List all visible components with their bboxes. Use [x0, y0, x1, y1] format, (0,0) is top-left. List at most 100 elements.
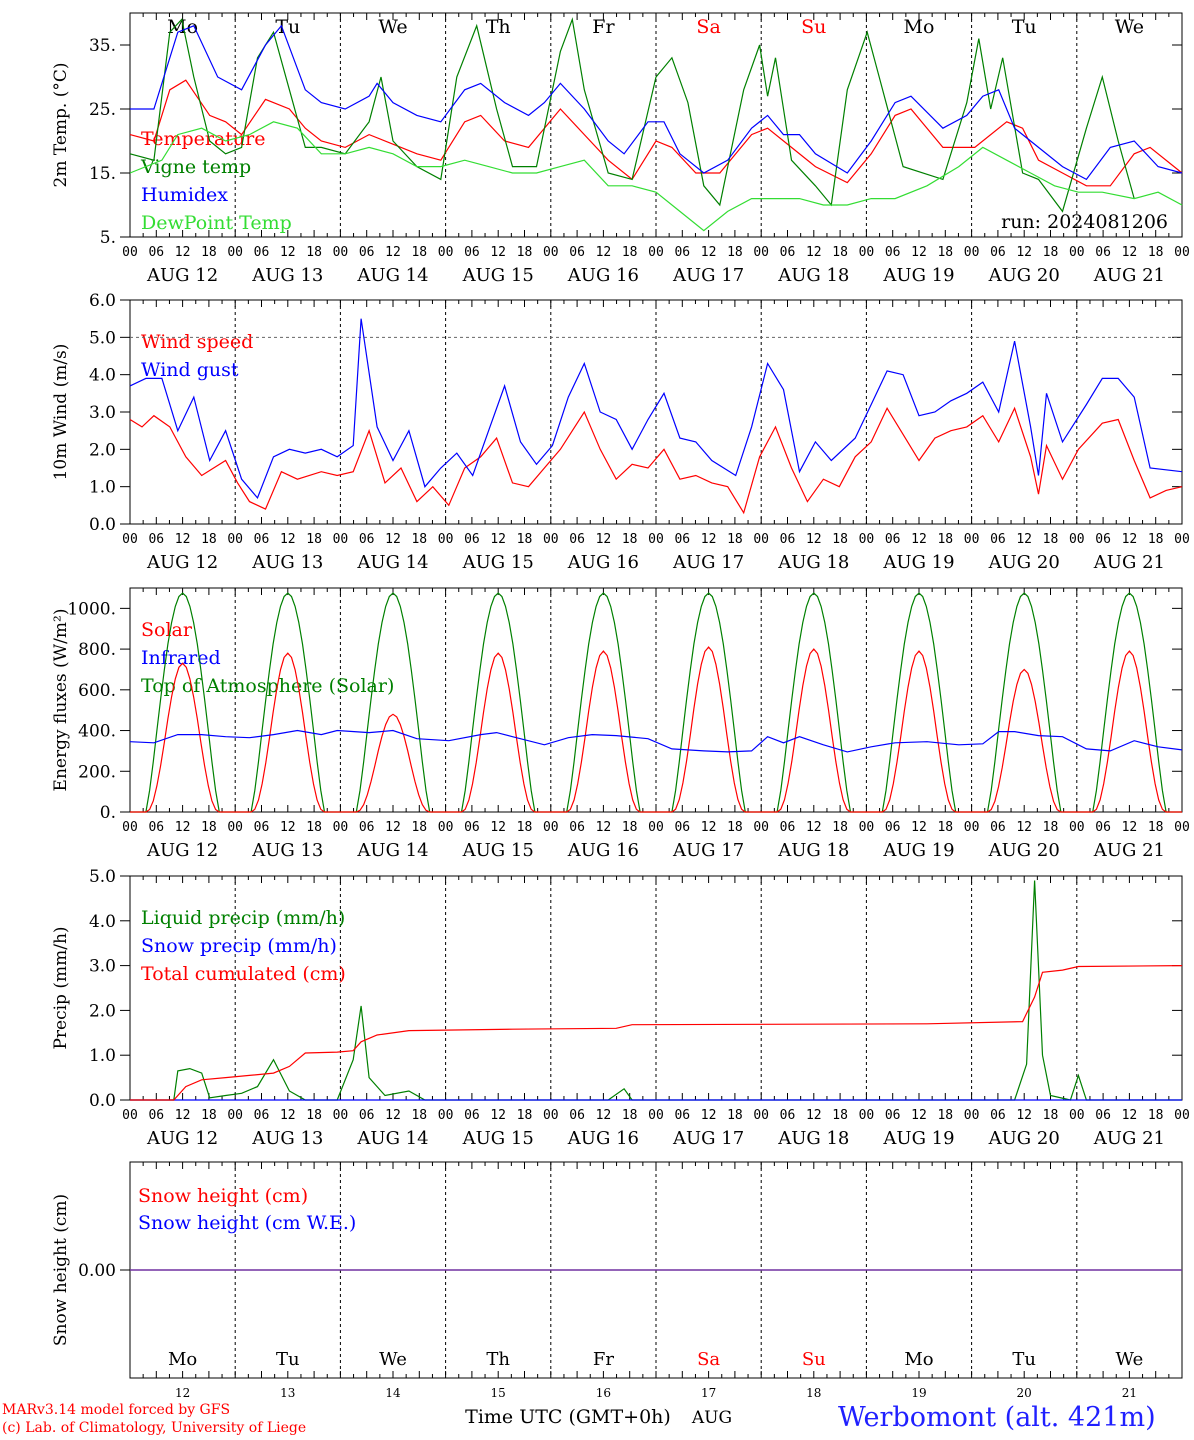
model-credit: MARv3.14 model forced by GFS	[2, 1402, 231, 1418]
hour-label: 00	[333, 820, 349, 835]
legend-entry: Humidex	[141, 184, 228, 206]
panel-3	[120, 587, 1183, 813]
hour-label: 00	[438, 532, 454, 547]
hour-label: 00	[1174, 1108, 1190, 1123]
hour-label: 06	[1095, 245, 1111, 260]
hour-label: 00	[227, 820, 243, 835]
day-number: 14	[385, 1386, 401, 1400]
hour-label: 00	[122, 1108, 138, 1123]
hour-label: 06	[1095, 532, 1111, 547]
hour-label: 18	[411, 245, 427, 260]
day-number: 16	[596, 1386, 611, 1400]
hour-label: 18	[937, 1108, 953, 1123]
date-label: AUG 13	[251, 265, 323, 286]
date-label: AUG 19	[882, 552, 954, 573]
hour-label: 00	[1069, 820, 1085, 835]
date-label: AUG 15	[462, 552, 534, 573]
weekday-label: Fr	[593, 1349, 614, 1370]
hour-label: 00	[1174, 245, 1190, 260]
weekday-label: Tu	[1012, 1349, 1036, 1370]
hour-label: 12	[596, 820, 612, 835]
series-line-wind-speed	[129, 406, 1183, 515]
date-label: AUG 12	[146, 265, 218, 286]
hour-label: 18	[517, 532, 533, 547]
weekday-label: Su	[802, 1349, 826, 1370]
date-label: AUG 15	[462, 265, 534, 286]
hour-label: 06	[885, 820, 901, 835]
hour-label: 00	[964, 1108, 980, 1123]
date-label: AUG 14	[356, 840, 428, 861]
hour-label: 06	[148, 245, 164, 260]
hour-label: 00	[543, 245, 559, 260]
hour-label: 06	[359, 820, 375, 835]
hour-label: 12	[806, 1108, 822, 1123]
hour-label: 06	[464, 532, 480, 547]
day-number: 15	[491, 1386, 506, 1400]
date-label: AUG 20	[988, 840, 1060, 861]
hour-label: 00	[964, 245, 980, 260]
weekday-label: Tu	[1012, 16, 1037, 38]
y-axis-label: Snow height (cm)	[51, 1194, 71, 1346]
hour-label: 06	[569, 532, 585, 547]
legend-entry: Snow height (cm W.E.)	[138, 1212, 356, 1234]
hour-label: 00	[859, 245, 875, 260]
day-number: 20	[1017, 1386, 1032, 1400]
date-label: AUG 18	[777, 265, 849, 286]
weekday-label: Th	[486, 1349, 510, 1370]
hour-label: 06	[780, 820, 796, 835]
day-number: 13	[280, 1386, 295, 1400]
hour-label: 12	[175, 1108, 191, 1123]
hour-label: 00	[753, 820, 769, 835]
hour-label: 06	[885, 532, 901, 547]
hour-label: 00	[122, 245, 138, 260]
hour-label: 00	[1174, 820, 1190, 835]
hour-label: 18	[832, 820, 848, 835]
date-label: AUG 14	[356, 552, 428, 573]
hour-label: 00	[227, 1108, 243, 1123]
hour-label: 06	[885, 1108, 901, 1123]
weekday-label: Th	[486, 16, 511, 38]
date-label: AUG 21	[1093, 552, 1165, 573]
hour-label: 12	[1016, 532, 1032, 547]
weekday-label: Sa	[696, 16, 720, 38]
hour-label: 12	[175, 820, 191, 835]
date-label: AUG 19	[882, 1128, 954, 1149]
legend-entry: Snow precip (mm/h)	[141, 935, 337, 957]
hour-label: 06	[780, 532, 796, 547]
hour-label: 00	[753, 532, 769, 547]
date-label: AUG 19	[882, 840, 954, 861]
y-tick-label: 600.	[78, 681, 116, 701]
hour-label: 00	[648, 1108, 664, 1123]
hour-label: 12	[596, 532, 612, 547]
legend-entry: Total cumulated (cm)	[141, 963, 346, 985]
date-label: AUG 14	[356, 265, 428, 286]
plot-frame	[129, 12, 1183, 238]
hour-label: 12	[701, 820, 717, 835]
weekday-label: Tu	[275, 16, 300, 38]
hour-label: 18	[727, 245, 743, 260]
hour-label: 18	[1148, 245, 1164, 260]
hour-label: 06	[359, 532, 375, 547]
panel-2	[120, 299, 1183, 525]
date-label: AUG 21	[1093, 1128, 1165, 1149]
hour-label: 06	[148, 820, 164, 835]
hour-label: 18	[832, 245, 848, 260]
hour-label: 18	[832, 532, 848, 547]
date-label: AUG 17	[672, 840, 744, 861]
date-label: AUG 20	[988, 265, 1060, 286]
hour-label: 00	[753, 1108, 769, 1123]
hour-label: 06	[359, 245, 375, 260]
y-tick-label: 200.	[78, 762, 116, 782]
hour-label: 06	[990, 245, 1006, 260]
date-label: AUG 20	[988, 552, 1060, 573]
hour-label: 06	[148, 532, 164, 547]
hour-label: 18	[622, 245, 638, 260]
hour-label: 12	[701, 1108, 717, 1123]
hour-label: 12	[175, 532, 191, 547]
series-line-infrared	[129, 729, 1183, 753]
hour-label: 12	[1122, 1108, 1138, 1123]
weekday-label: Mo	[904, 1349, 933, 1370]
hour-label: 00	[648, 820, 664, 835]
date-label: AUG 13	[251, 552, 323, 573]
hour-label: 18	[201, 532, 217, 547]
